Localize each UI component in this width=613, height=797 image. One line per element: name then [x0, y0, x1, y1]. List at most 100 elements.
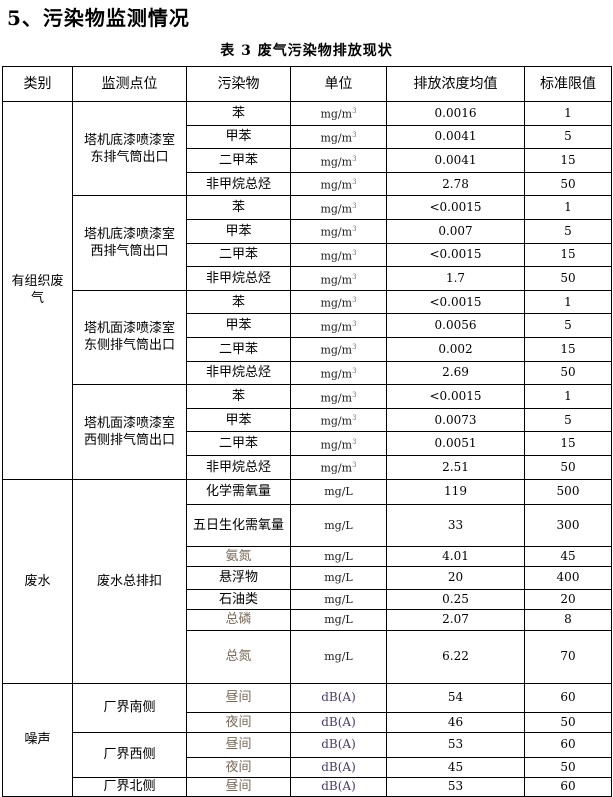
pollutant-cell: 苯 — [186, 384, 291, 409]
table-row: 夜间 dB(A) 46 50 — [3, 711, 612, 733]
limit-cell: 8 — [524, 608, 612, 631]
unit-cell: mg/L — [290, 588, 387, 610]
unit-text: dB(A) — [321, 714, 356, 729]
table-caption: 表 3 废气污染物排放现状 — [220, 43, 393, 59]
unit-text: mg/m — [320, 414, 353, 428]
limit-cell: 300 — [524, 503, 612, 547]
unit-cell: mg/m3 — [290, 431, 387, 456]
value-cell: <0.0015 — [386, 242, 525, 268]
unit-cell: dB(A) — [290, 682, 387, 713]
limit-cell: 15 — [524, 336, 612, 362]
pollutant-table: 类别 监测点位 污染物 单位 排放浓度均值 标准限值 有组织废气 塔机底漆喷漆室东… — [2, 66, 612, 797]
limit-cell: 15 — [524, 148, 612, 173]
table-row: 悬浮物 mg/L 20 400 — [3, 565, 612, 590]
unit-superscript: 3 — [352, 154, 357, 163]
limit-cell: 1 — [524, 384, 612, 409]
unit-text: dB(A) — [321, 779, 356, 793]
table-row: 非甲烷总烃 mg/m3 2.69 50 — [3, 360, 612, 386]
unit-text: mg/m — [320, 108, 353, 122]
pollutant-cell: 二甲苯 — [186, 242, 291, 268]
table-row: 甲苯 mg/m3 0.0056 5 — [3, 313, 612, 338]
value-cell: <0.0015 — [386, 195, 525, 220]
monitoring-point-cell: 塔机底漆喷漆室西排气筒出口 — [72, 195, 187, 291]
unit-text: mg/m — [320, 273, 353, 287]
unit-cell: mg/m3 — [290, 242, 387, 268]
table-row: 二甲苯 mg/m3 0.002 15 — [3, 336, 612, 362]
pollutant-cell: 苯 — [186, 101, 291, 126]
value-cell: 4.01 — [386, 545, 525, 567]
limit-cell: 60 — [524, 776, 612, 797]
value-cell: 0.0041 — [386, 148, 525, 173]
pollutant-cell: 非甲烷总烃 — [186, 454, 291, 480]
limit-cell: 45 — [524, 545, 612, 567]
limit-cell: 1 — [524, 289, 612, 315]
limit-cell: 50 — [524, 454, 612, 480]
value-cell: 0.0073 — [386, 407, 525, 433]
unit-text: mg/m — [320, 462, 353, 476]
unit-cell: dB(A) — [290, 756, 387, 778]
value-cell: 53 — [386, 731, 525, 758]
unit-cell: mg/m3 — [290, 171, 387, 197]
pollutant-cell: 昼间 — [186, 731, 291, 758]
value-cell: 6.22 — [386, 629, 525, 684]
table-row: 厂界西侧 昼间 dB(A) 53 60 — [3, 731, 612, 778]
unit-cell: dB(A) — [290, 731, 387, 758]
monitoring-point-cell: 厂界南侧 — [72, 682, 187, 733]
limit-cell: 15 — [524, 431, 612, 456]
table-row: 甲苯 mg/m3 0.0073 5 — [3, 407, 612, 433]
limit-cell: 50 — [524, 711, 612, 733]
section-heading: 5、污染物监测情况 — [7, 6, 190, 30]
unit-cell: mg/m3 — [290, 313, 387, 338]
unit-superscript: 3 — [352, 131, 357, 140]
pollutant-cell: 甲苯 — [186, 313, 291, 338]
unit-text: mg/m — [320, 391, 353, 405]
pollutant-cell: 苯 — [186, 289, 291, 315]
value-cell: 0.0051 — [386, 431, 525, 456]
table-row: 废水 废水总排扣 化学需氧量 mg/L 119 500 — [2, 478, 612, 684]
limit-cell: 60 — [524, 682, 612, 713]
unit-text: mg/m — [320, 202, 353, 216]
unit-text: mg/L — [324, 549, 353, 563]
limit-cell: 50 — [524, 266, 612, 291]
value-cell: 20 — [386, 565, 525, 590]
header-value: 排放浓度均值 — [386, 66, 525, 102]
unit-text: dB(A) — [321, 690, 356, 704]
value-cell: 0.007 — [386, 218, 525, 244]
header-category: 类别 — [2, 66, 73, 102]
unit-cell: mg/m3 — [290, 360, 387, 386]
monitoring-point-cell: 塔机面漆喷漆室西侧排气筒出口 — [72, 384, 187, 480]
pollutant-cell: 非甲烷总烃 — [186, 171, 291, 197]
unit-cell: mg/L — [290, 565, 387, 590]
pollutant-cell: 石油类 — [186, 588, 291, 610]
unit-cell: dB(A) — [290, 711, 387, 733]
unit-cell: mg/L — [290, 629, 387, 684]
table-row: 石油类 mg/L 0.25 20 — [3, 588, 612, 610]
table-row: 总氮 mg/L 6.22 70 — [3, 629, 612, 684]
unit-superscript: 3 — [352, 437, 357, 446]
unit-cell: mg/L — [290, 503, 387, 547]
unit-text: mg/m — [320, 178, 353, 192]
value-cell: 2.07 — [386, 608, 525, 631]
unit-text: dB(A) — [321, 759, 356, 774]
value-cell: 45 — [386, 756, 525, 778]
unit-cell: mg/m3 — [290, 336, 387, 362]
unit-text: mg/m — [320, 438, 353, 452]
unit-cell: mg/m3 — [290, 124, 387, 150]
unit-text: dB(A) — [321, 737, 356, 751]
unit-superscript: 3 — [352, 249, 357, 258]
unit-superscript: 3 — [352, 343, 357, 352]
table-row: 二甲苯 mg/m3 0.0041 15 — [3, 148, 612, 173]
table-row: 非甲烷总烃 mg/m3 1.7 50 — [3, 266, 612, 291]
table-row: 氨氮 mg/L 4.01 45 — [3, 545, 612, 567]
unit-superscript: 3 — [352, 367, 357, 375]
unit-superscript: 3 — [352, 201, 357, 210]
pollutant-cell: 昼间 — [186, 776, 291, 797]
header-unit: 单位 — [290, 66, 387, 102]
pollutant-cell: 夜间 — [186, 756, 291, 778]
pollutant-cell: 夜间 — [186, 711, 291, 733]
value-cell: 53 — [386, 776, 525, 797]
limit-cell: 60 — [524, 731, 612, 758]
unit-superscript: 3 — [352, 390, 357, 399]
unit-cell: mg/m3 — [290, 195, 387, 220]
limit-cell: 50 — [524, 756, 612, 778]
